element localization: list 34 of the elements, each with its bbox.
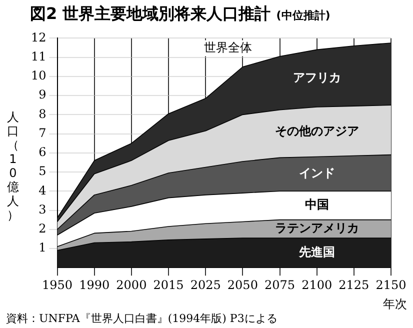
y-tick-label: 4 xyxy=(38,183,47,198)
x-tick-label: 2075 xyxy=(264,278,296,292)
x-tick-label: 1990 xyxy=(79,278,110,292)
x-axis-title: 年次 xyxy=(383,296,407,313)
text: 資料：UNFPA『世界人口白書』(1994年版) P3による xyxy=(6,311,278,326)
annotation: 世界全体 xyxy=(204,40,252,54)
chart-subtitle: (中位推計) xyxy=(276,9,330,22)
y-tick-label: 1 xyxy=(38,240,46,255)
series-label: アフリカ xyxy=(292,70,341,84)
series-label: ラテンアメリカ xyxy=(274,221,359,236)
series-label: 中国 xyxy=(304,198,329,212)
chart-title: 図2 世界主要地域別将来人口推計 xyxy=(30,4,271,23)
y-tick-label: 6 xyxy=(38,145,46,160)
x-tick-label: 2025 xyxy=(190,278,221,292)
y-tick-label: 9 xyxy=(38,88,46,102)
series-label: 先進国 xyxy=(298,244,335,259)
y-tick-label: 2 xyxy=(38,221,46,236)
series-label: インド xyxy=(298,166,335,180)
x-tick-label: 2150 xyxy=(376,278,406,292)
x-tick-label: 2125 xyxy=(338,278,370,292)
y-tick-label: 8 xyxy=(38,106,46,121)
x-tick-label: 1950 xyxy=(42,278,73,292)
y-tick-label: 12 xyxy=(30,30,46,44)
y-tick-label: 3 xyxy=(38,202,46,216)
y-tick-label: 7 xyxy=(38,126,46,140)
y-tick-label: 10 xyxy=(30,68,46,83)
series-label: その他のアジア xyxy=(274,124,359,138)
y-axis-title: 人口（10億人） xyxy=(6,110,20,222)
x-tick-label: 2100 xyxy=(302,278,332,292)
y-tick-label: 5 xyxy=(38,164,46,178)
x-tick-label: 2050 xyxy=(227,278,258,292)
x-tick-label: 2015 xyxy=(153,278,184,292)
x-tick-label: 2000 xyxy=(116,278,147,292)
y-tick-label: 11 xyxy=(30,49,46,64)
